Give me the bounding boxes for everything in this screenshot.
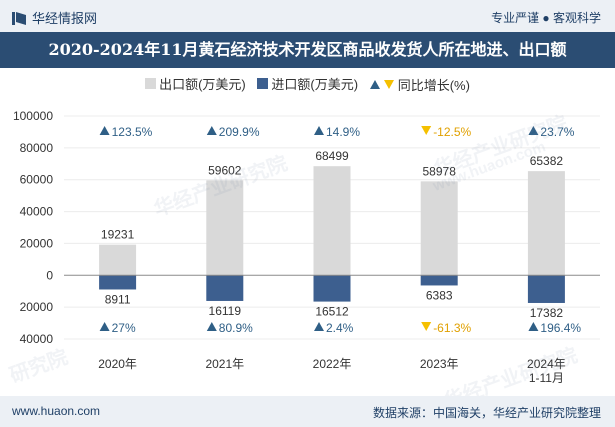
y-tick-label: 80000: [20, 141, 54, 155]
up-triangle-icon: [206, 126, 217, 135]
y-tick-label: 20000: [20, 236, 54, 250]
export-value-label: 68499: [315, 149, 349, 163]
up-triangle-icon: [314, 126, 324, 135]
down-triangle-icon: [421, 322, 432, 331]
triangle-down-icon: [383, 80, 394, 89]
import-value-label: 6383: [426, 288, 453, 302]
footer-website[interactable]: www.huaon.com: [12, 404, 101, 418]
growth-label-negative: -61.3%: [433, 321, 471, 335]
header-bar: 华经情报网 专业严谨 ● 客观科学: [0, 0, 615, 32]
x-tick-label: 2023年: [420, 357, 459, 371]
brand[interactable]: 华经情报网: [12, 8, 97, 27]
y-tick-label: 40000: [20, 332, 54, 346]
chart-title: 2020-2024年11月黄石经济技术开发区商品收发货人所在地进、出口额: [0, 32, 615, 68]
growth-label-negative: -12.5%: [433, 125, 471, 139]
legend-import-swatch: [257, 78, 269, 89]
footer-source: 数据来源：中国海关，华经产业研究院整理: [372, 406, 601, 420]
legend-growth: 同比增长(%): [369, 75, 470, 94]
y-tick-label: 60000: [20, 173, 54, 187]
triangle-up-icon: [369, 80, 380, 89]
import-value-label: 16119: [209, 304, 242, 318]
import-bar: [420, 275, 458, 286]
x-tick-label: 2021年: [205, 357, 244, 371]
import-bar: [99, 275, 137, 290]
growth-label: 123.5%: [112, 125, 153, 139]
x-tick-label-line: 2023年: [420, 357, 459, 371]
footer-bar: www.huaon.com 数据来源：中国海关，华经产业研究院整理: [0, 396, 615, 427]
export-bar: [527, 171, 565, 276]
up-triangle-icon: [528, 126, 539, 135]
import-bar: [527, 275, 565, 303]
x-tick-label: 2024年 1-11月: [527, 357, 566, 385]
x-tick-label-line: 2024年: [527, 357, 566, 371]
up-triangle-icon: [99, 126, 110, 135]
x-tick-label-line: 2020年: [98, 357, 137, 371]
up-triangle-icon: [99, 322, 110, 331]
y-tick-label: 40000: [20, 205, 54, 219]
y-tick-label: 20000: [20, 300, 54, 314]
export-value-label: 59602: [208, 163, 242, 177]
growth-label: 80.9%: [219, 321, 253, 335]
export-value-label: 65382: [530, 154, 564, 168]
export-bar: [420, 181, 458, 276]
logo-icon: [12, 12, 26, 25]
legend-export: 出口额(万美元): [145, 74, 246, 93]
legend-import-label: 进口额(万美元): [271, 77, 359, 92]
legend-growth-label: 同比增长(%): [397, 78, 470, 93]
y-tick-label: 100000: [13, 109, 53, 123]
legend-export-swatch: [145, 78, 157, 89]
legend-import: 进口额(万美元): [257, 74, 358, 93]
import-value-label: 17382: [530, 306, 564, 320]
x-tick-label: 2020年: [98, 357, 137, 371]
up-triangle-icon: [206, 322, 217, 331]
growth-label: 23.7%: [540, 125, 574, 139]
growth-label: 209.9%: [219, 125, 260, 139]
import-bar: [206, 275, 244, 301]
growth-label: 14.9%: [326, 125, 360, 139]
tagline: 专业严谨 ● 客观科学: [491, 11, 601, 25]
growth-label: 196.4%: [540, 321, 581, 335]
brand-name: 华经情报网: [32, 11, 98, 26]
export-bar: [206, 180, 244, 276]
import-value-label: 8911: [105, 292, 131, 306]
growth-label: 27%: [112, 321, 136, 335]
x-tick-label: 2022年: [313, 357, 352, 371]
x-tick-label-line: 2021年: [205, 357, 244, 371]
down-triangle-icon: [421, 126, 432, 135]
export-value-label: 58978: [423, 164, 457, 178]
legend-export-label: 出口额(万美元): [159, 77, 246, 92]
legend: 出口额(万美元) 进口额(万美元) 同比增长(%): [0, 74, 615, 94]
export-bar: [99, 244, 137, 276]
export-bar: [313, 166, 351, 276]
import-value-label: 16512: [315, 305, 349, 319]
y-tick-label: 0: [46, 268, 53, 282]
export-value-label: 19231: [101, 228, 135, 242]
up-triangle-icon: [528, 322, 539, 331]
up-triangle-icon: [314, 322, 324, 331]
growth-label: 2.4%: [326, 321, 354, 335]
x-tick-label-line: 1-11月: [529, 371, 564, 385]
import-bar: [313, 275, 351, 302]
x-tick-label-line: 2022年: [313, 357, 352, 371]
